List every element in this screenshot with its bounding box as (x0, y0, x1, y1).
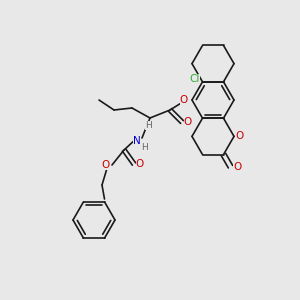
Text: N: N (133, 136, 141, 146)
Text: O: O (235, 131, 243, 141)
Text: O: O (233, 162, 242, 172)
Text: Cl: Cl (189, 74, 200, 84)
Text: O: O (180, 95, 188, 105)
Text: O: O (136, 159, 144, 169)
Text: H: H (141, 142, 147, 152)
Text: O: O (184, 117, 192, 127)
Text: O: O (101, 160, 109, 170)
Text: H: H (145, 121, 152, 130)
